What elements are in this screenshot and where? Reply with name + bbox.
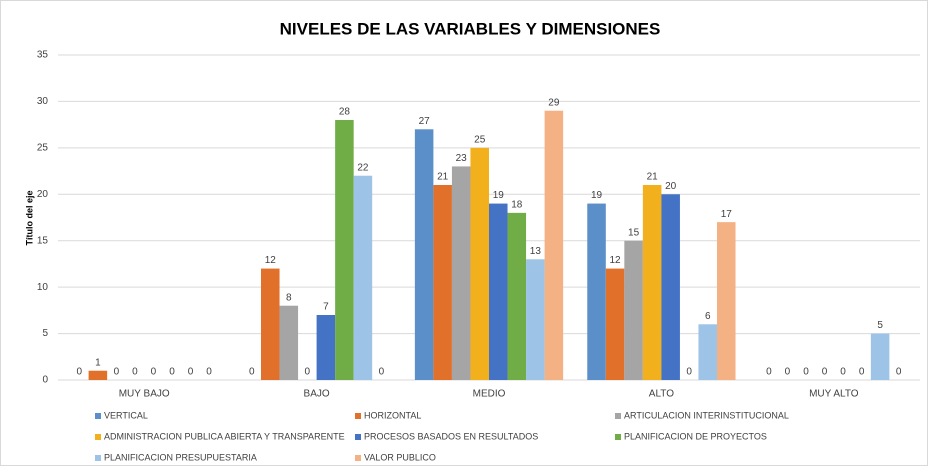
data-label: 12 (265, 255, 277, 266)
bar (624, 240, 643, 380)
legend-swatch (95, 455, 101, 461)
y-tick-label: 25 (37, 142, 49, 153)
y-tick-label: 0 (42, 375, 48, 386)
y-tick-label: 30 (37, 96, 49, 107)
x-tick-label: MUY ALTO (809, 389, 859, 400)
data-label: 23 (456, 153, 468, 164)
bar (605, 268, 625, 380)
bar (698, 324, 717, 380)
bar (88, 370, 108, 380)
bar (526, 259, 545, 380)
data-label: 18 (511, 199, 523, 210)
data-label: 19 (591, 190, 603, 201)
data-label: 12 (610, 255, 622, 266)
y-tick-label: 10 (37, 282, 49, 293)
legend-label: PLANIFICACION PRESUPUESTARIA (104, 452, 257, 462)
bar (433, 185, 452, 380)
bar (470, 147, 489, 380)
legend-label: VERTICAL (104, 410, 148, 420)
data-label: 7 (323, 302, 329, 313)
legend-swatch (615, 434, 621, 440)
data-label: 19 (493, 190, 505, 201)
legend-swatch (95, 413, 101, 419)
legend-label: ADMINISTRACION PUBLICA ABIERTA Y TRANSPA… (104, 431, 345, 441)
legend-swatch (355, 413, 361, 419)
x-tick-label: BAJO (304, 389, 330, 400)
y-tick-label: 35 (37, 50, 49, 61)
bar (507, 212, 527, 380)
y-tick-label: 5 (42, 328, 48, 339)
legend-label: HORIZONTAL (364, 410, 421, 420)
legend-swatch (355, 434, 361, 440)
data-label: 6 (705, 311, 711, 322)
data-label: 15 (628, 227, 640, 238)
data-label: 5 (877, 320, 883, 331)
bar (279, 305, 299, 380)
data-label: 0 (840, 367, 846, 378)
data-label: 1 (95, 357, 101, 368)
legend-swatch (615, 413, 621, 419)
bar (642, 185, 662, 380)
x-tick-label: ALTO (649, 389, 674, 400)
bar (489, 203, 508, 380)
bar (261, 268, 280, 380)
data-label: 17 (721, 209, 733, 220)
legend-label: VALOR PUBLICO (364, 452, 436, 462)
x-tick-label: MEDIO (473, 389, 506, 400)
data-label: 25 (474, 134, 486, 145)
legend-label: ARTICULACION INTERINSTITUCIONAL (624, 410, 789, 420)
data-label: 0 (822, 367, 828, 378)
data-label: 0 (766, 367, 772, 378)
data-label: 0 (77, 367, 83, 378)
data-label: 27 (419, 116, 431, 127)
data-label: 28 (339, 107, 351, 118)
data-label: 0 (151, 367, 157, 378)
bar (316, 315, 336, 380)
data-label: 0 (206, 367, 212, 378)
data-label: 22 (357, 162, 369, 173)
data-label: 0 (188, 367, 194, 378)
bar (661, 194, 680, 380)
bar (587, 203, 606, 380)
y-axis-title: Título del eje (24, 190, 34, 245)
data-label: 0 (896, 367, 902, 378)
data-label: 0 (169, 367, 175, 378)
legend-swatch (355, 455, 361, 461)
chart-title: NIVELES DE LAS VARIABLES Y DIMENSIONES (280, 19, 661, 38)
y-tick-label: 15 (37, 235, 49, 246)
data-label: 0 (379, 367, 385, 378)
data-label: 0 (859, 367, 865, 378)
legend-swatch (95, 434, 101, 440)
data-label: 0 (132, 367, 138, 378)
bar (335, 120, 354, 380)
bar (544, 110, 564, 380)
data-label: 13 (530, 246, 542, 257)
y-tick-label: 20 (37, 189, 49, 200)
data-label: 29 (548, 97, 560, 108)
bar (870, 333, 890, 380)
data-label: 8 (286, 292, 292, 303)
data-label: 0 (785, 367, 791, 378)
bar (353, 175, 373, 380)
data-label: 0 (114, 367, 120, 378)
data-label: 0 (305, 367, 311, 378)
data-label: 20 (665, 181, 677, 192)
data-label: 21 (647, 172, 659, 183)
data-label: 21 (437, 172, 449, 183)
legend-label: PROCESOS BASADOS EN RESULTADOS (364, 431, 538, 441)
x-tick-label: MUY BAJO (119, 389, 170, 400)
legend-label: PLANIFICACION DE PROYECTOS (624, 431, 767, 441)
data-label: 0 (686, 367, 692, 378)
bar (414, 129, 434, 380)
data-label: 0 (803, 367, 809, 378)
bar (451, 166, 471, 380)
data-label: 0 (249, 367, 255, 378)
bar (716, 222, 736, 380)
